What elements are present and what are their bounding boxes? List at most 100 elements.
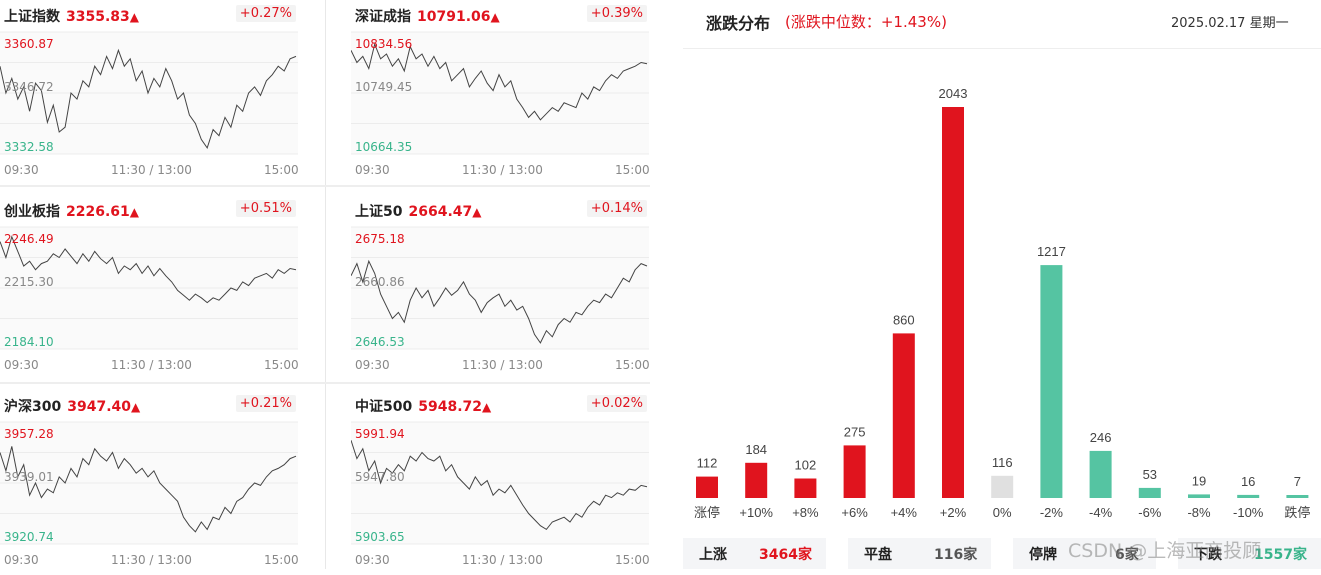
index-panel-sh[interactable]: 上证指数 3355.83▲ +0.27% 3360.87 3346.72 3332… <box>0 0 299 185</box>
summary-halt-label: 停牌 <box>1029 547 1057 563</box>
summary-halt: 停牌 6家 <box>1013 538 1156 569</box>
time-mid: 11:30 / 13:00 <box>462 553 543 567</box>
time-mid: 11:30 / 13:00 <box>462 163 543 177</box>
chart-mid-label: 3346.72 <box>4 80 54 94</box>
time-end: 15:00 <box>615 163 650 177</box>
index-panel-hs300[interactable]: 沪深300 3947.40▲ +0.21% 3957.28 3939.01 392… <box>0 390 299 575</box>
intraday-chart <box>0 31 298 155</box>
bar <box>1040 265 1063 498</box>
bar <box>745 462 768 498</box>
distribution-bar-chart: 112 涨停 184 +10% 102 +8% 275 +6% 860 +4% 2043 +2% 116… <box>694 86 1310 520</box>
price-line <box>351 259 648 344</box>
chart-max-label: 2246.49 <box>4 232 54 246</box>
up-arrow-icon: ▲ <box>482 400 492 414</box>
time-end: 15:00 <box>615 553 650 567</box>
time-end: 15:00 <box>264 163 299 177</box>
chart-max-label: 5991.94 <box>355 427 405 441</box>
bar <box>1089 450 1112 498</box>
bar-value-label: 184 <box>745 442 767 457</box>
index-panel-cyb[interactable]: 创业板指 2226.61▲ +0.51% 2246.49 2215.30 2184… <box>0 195 299 380</box>
bar-value-label: 19 <box>1192 473 1206 488</box>
category-label: +2% <box>940 505 967 520</box>
chart-mid-label: 2660.86 <box>355 275 405 289</box>
bar-value-label: 275 <box>844 424 866 439</box>
intraday-chart <box>0 421 298 545</box>
time-end: 15:00 <box>264 358 299 372</box>
bar <box>991 475 1014 498</box>
up-arrow-icon: ▲ <box>490 10 500 24</box>
summary-halt-value: 6家 <box>1115 547 1139 563</box>
bar-value-label: 1217 <box>1037 244 1066 259</box>
bar-value-label: 116 <box>992 455 1013 470</box>
category-label: -8% <box>1187 505 1211 520</box>
time-start: 09:30 <box>4 358 39 372</box>
index-title: 创业板指 2226.61▲ <box>4 204 139 220</box>
summary-flat: 平盘 116家 <box>848 538 991 569</box>
bar-value-label: 246 <box>1090 430 1112 445</box>
chart-max-label: 3957.28 <box>4 427 54 441</box>
chart-min-label: 10664.35 <box>355 140 413 154</box>
summary-up-label: 上涨 <box>699 547 727 563</box>
category-label: +10% <box>739 505 773 520</box>
bar <box>1188 494 1210 498</box>
category-label: -4% <box>1089 505 1113 520</box>
intraday-chart <box>0 226 298 350</box>
chart-mid-label: 5947.80 <box>355 470 405 484</box>
index-title: 上证50 2664.47▲ <box>355 204 482 220</box>
price-line <box>0 235 297 304</box>
summary-flat-label: 平盘 <box>864 547 892 563</box>
change-badge: +0.39% <box>586 5 647 22</box>
category-label: +4% <box>891 505 918 520</box>
time-start: 09:30 <box>4 553 39 567</box>
index-panel-sz[interactable]: 深证成指 10791.06▲ +0.39% 10834.56 10749.45 1… <box>351 0 650 185</box>
chart-min-label: 5903.65 <box>355 530 405 544</box>
bar-value-label: 860 <box>893 312 915 327</box>
chart-max-label: 2675.18 <box>355 232 405 246</box>
bar <box>1237 494 1260 498</box>
price-line <box>351 42 648 121</box>
header-divider <box>683 48 1321 49</box>
category-label: -10% <box>1233 505 1264 520</box>
bar <box>892 333 915 498</box>
median-label: (涨跌中位数：+1.43%) <box>785 13 947 31</box>
intraday-chart <box>351 226 649 350</box>
summary-up: 上涨 3464家 <box>683 538 826 569</box>
time-start: 09:30 <box>355 358 390 372</box>
change-badge: +0.27% <box>235 5 296 22</box>
row-divider <box>0 382 650 384</box>
bar-value-label: 16 <box>1241 474 1255 489</box>
index-title: 中证500 5948.72▲ <box>355 399 492 415</box>
category-label: 跌停 <box>1284 505 1310 520</box>
bar-value-label: 102 <box>795 458 817 473</box>
time-mid: 11:30 / 13:00 <box>111 553 192 567</box>
change-badge: +0.51% <box>235 200 296 217</box>
index-panel-sz50[interactable]: 上证50 2664.47▲ +0.14% 2675.18 2660.86 2646… <box>351 195 650 380</box>
bar <box>843 445 866 498</box>
category-label: +6% <box>841 505 868 520</box>
bar <box>1286 495 1309 498</box>
bar-value-label: 2043 <box>939 86 968 101</box>
row-divider <box>0 185 650 187</box>
bar <box>1138 487 1161 498</box>
price-line <box>0 48 297 150</box>
category-label: -6% <box>1138 505 1162 520</box>
intraday-chart <box>351 421 649 545</box>
bar-value-label: 53 <box>1143 467 1157 482</box>
summary-flat-value: 116家 <box>934 547 978 563</box>
bar-value-label: 7 <box>1294 474 1301 489</box>
index-title: 深证成指 10791.06▲ <box>355 9 500 25</box>
category-label: 涨停 <box>694 505 720 520</box>
chart-min-label: 2184.10 <box>4 335 54 349</box>
price-line <box>351 440 648 531</box>
chart-mid-label: 2215.30 <box>4 275 54 289</box>
summary-down-value: 1557家 <box>1254 547 1307 563</box>
bar <box>942 107 964 498</box>
summary-down-label: 下跌 <box>1194 547 1222 563</box>
chart-mid-label: 3939.01 <box>4 470 54 484</box>
index-title: 沪深300 3947.40▲ <box>4 399 141 415</box>
category-label: +8% <box>792 505 819 520</box>
chart-max-label: 10834.56 <box>355 37 413 51</box>
up-arrow-icon: ▲ <box>129 10 139 24</box>
date-label: 2025.02.17 星期一 <box>1171 16 1289 31</box>
index-panel-zz500[interactable]: 中证500 5948.72▲ +0.02% 5991.94 5947.80 590… <box>351 390 650 575</box>
